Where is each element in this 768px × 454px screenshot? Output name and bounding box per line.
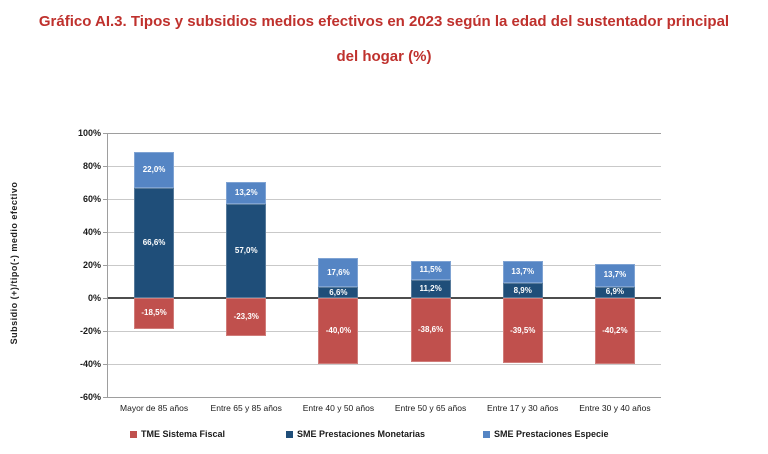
y-axis-tick-label: -20% <box>79 326 101 336</box>
y-axis-tick-label: 80% <box>82 161 101 171</box>
bar-segment-sme-prestaciones-especie: 13,7% <box>502 260 543 284</box>
bar-segment-tme-sistema-fiscal: -39,5% <box>502 298 543 364</box>
bar-value-label: -39,5% <box>510 325 536 335</box>
y-axis-tick-label: 60% <box>82 194 101 204</box>
legend-color-swatch <box>286 430 293 438</box>
legend-item-tme-sistema-fiscal: TME Sistema Fiscal <box>130 429 225 439</box>
y-axis-tick-label: -40% <box>79 359 101 369</box>
gridline <box>108 364 661 365</box>
y-axis-tick <box>103 166 108 167</box>
bar-value-label: -23,3% <box>233 312 259 322</box>
y-axis-title: Subsidio (+)/tipo(-) medio efectivo <box>9 181 19 345</box>
gridline <box>108 199 661 200</box>
bar-value-label: 6,6% <box>329 287 348 297</box>
bar-value-label: -40,0% <box>325 326 352 335</box>
x-axis-category-label: Mayor de 85 años <box>120 403 189 413</box>
legend-color-swatch <box>483 430 490 438</box>
bar-segment-sme-prestaciones-especie: 13,2% <box>226 182 267 204</box>
bar-segment-sme-prestaciones-monetarias: 57,0% <box>226 203 267 298</box>
legend-series-label: SME Prestaciones Especie <box>494 429 609 439</box>
y-axis-tick <box>103 298 108 299</box>
gridline <box>108 397 661 398</box>
y-axis-tick <box>103 331 108 332</box>
y-axis-tick-label: 40% <box>82 227 101 237</box>
bar-value-label: 66,6% <box>142 238 166 248</box>
bar-value-label: 8,9% <box>513 285 532 295</box>
bar-value-label: 13,2% <box>234 188 258 198</box>
legend-color-swatch <box>130 430 137 438</box>
bar-segment-sme-prestaciones-monetarias: 66,6% <box>134 188 175 298</box>
y-axis-tick <box>103 232 108 233</box>
bar-segment-sme-prestaciones-especie: 13,7% <box>594 264 635 287</box>
gridline <box>108 166 661 167</box>
y-axis-tick-label: 100% <box>77 128 101 138</box>
x-axis-category-label: Entre 17 y 30 años <box>487 403 559 413</box>
bar-value-label: 11,2% <box>419 283 442 293</box>
chart-title-line1: Gráfico AI.3. Tipos y subsidios medios e… <box>38 13 730 30</box>
gridline <box>108 232 661 233</box>
plot-area: 100% 80% 60% 40% 20% 0% -20% -40% -60% -18,5% 66,6… <box>78 128 661 413</box>
bar-segment-sme-prestaciones-especie: 17,6% <box>318 258 359 288</box>
bar-segment-sme-prestaciones-monetarias: 11,2% <box>410 279 451 298</box>
bar-value-label: 13,7% <box>511 267 535 276</box>
gridline <box>108 265 661 266</box>
bar-segment-tme-sistema-fiscal: -38,6% <box>410 298 451 362</box>
y-axis-tick-label: 20% <box>82 260 101 270</box>
x-axis-category-label: Entre 50 y 65 años <box>394 403 467 413</box>
bar-value-label: -38,6% <box>417 324 444 334</box>
legend-series-label: TME Sistema Fiscal <box>141 429 226 439</box>
y-axis-tick-label: 0% <box>87 293 101 303</box>
y-axis-tick-label: -60% <box>79 392 101 402</box>
bar-segment-sme-prestaciones-monetarias: 6,9% <box>594 286 635 298</box>
bar-value-label: 13,7% <box>603 270 627 280</box>
bar-segment-tme-sistema-fiscal: -23,3% <box>226 298 267 337</box>
bar-value-label: 6,9% <box>605 287 625 297</box>
bar-segment-tme-sistema-fiscal: -18,5% <box>134 298 175 329</box>
bar-segment-sme-prestaciones-monetarias: 6,6% <box>318 287 359 298</box>
y-axis-tick <box>103 199 108 200</box>
legend-series-label: SME Prestaciones Monetarias <box>297 429 426 439</box>
bar-segment-sme-prestaciones-especie: 11,5% <box>410 260 451 280</box>
gridline <box>108 133 661 134</box>
x-axis-category-label: Entre 40 y 50 años <box>302 403 375 413</box>
x-axis-category-label: Entre 65 y 85 años <box>210 403 282 413</box>
legend-item-sme-prestaciones-monetarias: SME Prestaciones Monetarias <box>286 429 425 439</box>
y-axis-tick <box>103 265 108 266</box>
chart-title-line2: del hogar (%) <box>336 48 432 65</box>
zero-line <box>108 297 661 299</box>
bar-value-label: 11,5% <box>419 265 442 275</box>
bar-value-label: -40,2% <box>602 326 628 336</box>
bar-value-label: 17,6% <box>327 267 350 277</box>
x-axis-category-label: Entre 30 y 40 años <box>579 403 651 413</box>
bar-value-label: -18,5% <box>141 308 167 318</box>
bar-segment-tme-sistema-fiscal: -40,0% <box>318 298 359 364</box>
bar-value-label: 22,0% <box>142 164 166 174</box>
y-axis-tick <box>103 397 108 398</box>
bar-segment-sme-prestaciones-especie: 22,0% <box>134 151 175 189</box>
bar-segment-tme-sistema-fiscal: -40,2% <box>594 298 635 365</box>
y-axis-tick <box>103 364 108 365</box>
legend-item-sme-prestaciones-especie: SME Prestaciones Especie <box>483 429 609 439</box>
y-axis-tick <box>103 133 108 134</box>
bar-value-label: 57,0% <box>234 245 258 255</box>
gridline <box>108 331 661 332</box>
bar-segment-sme-prestaciones-monetarias: 8,9% <box>502 283 543 298</box>
